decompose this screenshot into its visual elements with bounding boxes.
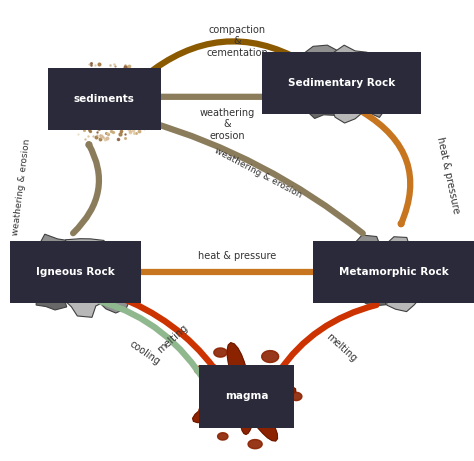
Polygon shape	[334, 45, 370, 79]
Polygon shape	[56, 259, 94, 295]
Text: compaction: compaction	[209, 25, 265, 35]
Polygon shape	[385, 237, 420, 271]
Text: magma: magma	[225, 391, 268, 402]
Polygon shape	[385, 285, 421, 312]
Polygon shape	[29, 234, 71, 271]
Polygon shape	[199, 406, 214, 416]
Text: cementation: cementation	[206, 48, 268, 58]
Polygon shape	[94, 272, 127, 301]
Polygon shape	[332, 91, 369, 123]
Polygon shape	[214, 348, 227, 357]
Text: weathering & erosion: weathering & erosion	[213, 146, 303, 200]
Polygon shape	[320, 66, 367, 103]
Polygon shape	[22, 263, 59, 288]
Polygon shape	[279, 414, 292, 422]
Polygon shape	[286, 73, 325, 98]
Text: weathering & erosion: weathering & erosion	[11, 138, 32, 236]
Text: &: &	[224, 119, 231, 130]
Polygon shape	[298, 45, 342, 80]
Polygon shape	[192, 343, 296, 441]
Polygon shape	[94, 247, 128, 273]
Polygon shape	[262, 350, 279, 362]
Polygon shape	[291, 392, 302, 401]
Text: &: &	[233, 36, 241, 47]
Text: weathering: weathering	[200, 108, 255, 118]
Text: erosion: erosion	[210, 131, 246, 141]
Polygon shape	[95, 290, 130, 313]
Polygon shape	[367, 258, 411, 295]
Text: Igneous Rock: Igneous Rock	[36, 267, 115, 277]
Text: melting: melting	[324, 332, 358, 364]
Polygon shape	[32, 280, 67, 310]
Polygon shape	[349, 235, 394, 266]
Text: heat & pressure: heat & pressure	[198, 251, 276, 261]
Polygon shape	[248, 439, 262, 449]
Polygon shape	[64, 282, 109, 317]
Polygon shape	[300, 90, 337, 118]
Polygon shape	[356, 77, 384, 108]
Text: Metamorphic Rock: Metamorphic Rock	[338, 267, 448, 277]
Text: cooling: cooling	[128, 338, 162, 367]
Text: sediments: sediments	[74, 94, 135, 104]
Text: heat & pressure: heat & pressure	[435, 136, 461, 214]
Polygon shape	[406, 254, 432, 276]
Text: Sedimentary Rock: Sedimentary Rock	[288, 78, 395, 88]
Polygon shape	[357, 55, 387, 83]
Polygon shape	[218, 433, 228, 440]
Polygon shape	[65, 239, 105, 266]
Polygon shape	[195, 366, 204, 373]
Polygon shape	[360, 92, 385, 118]
Polygon shape	[353, 283, 386, 306]
Text: melting: melting	[156, 323, 190, 355]
Polygon shape	[336, 261, 374, 292]
Polygon shape	[407, 272, 435, 296]
